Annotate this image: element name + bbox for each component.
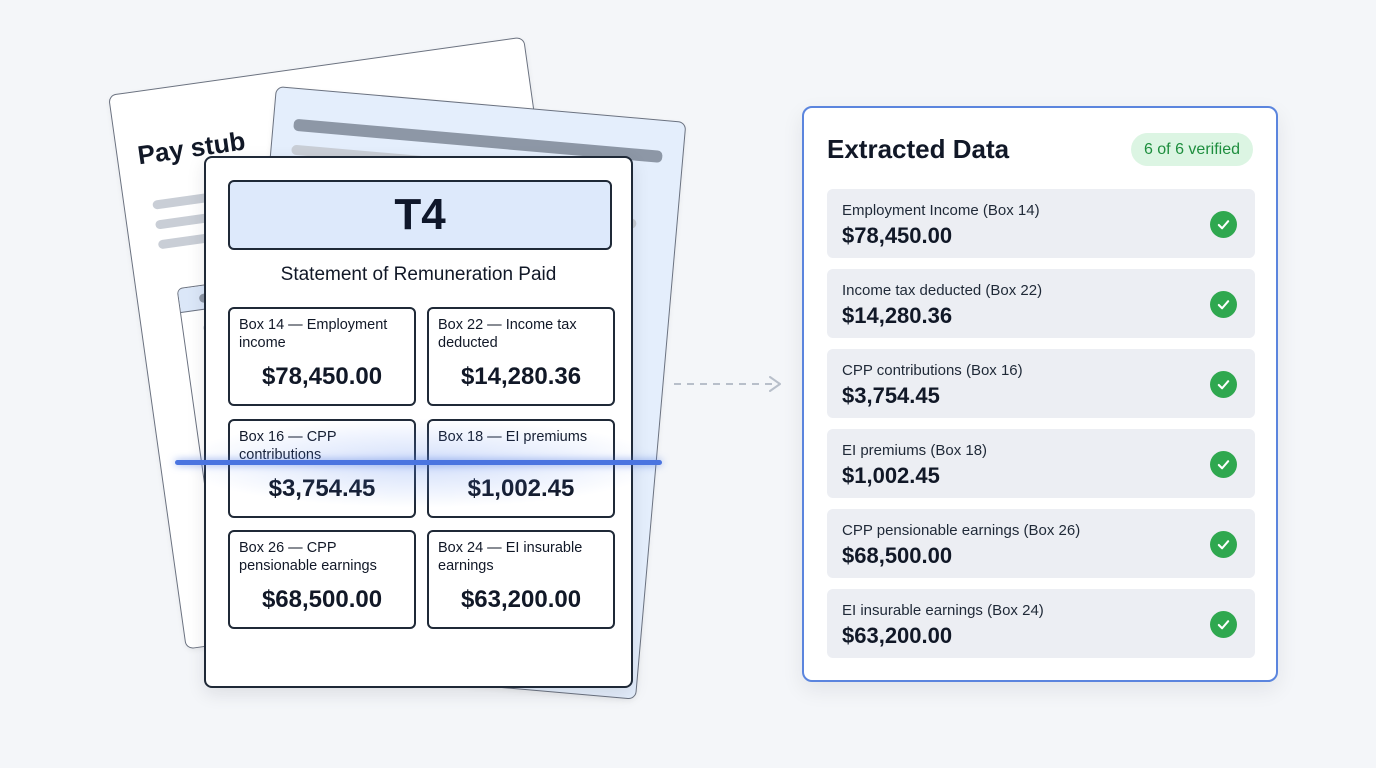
- row-label: Employment Income (Box 14): [842, 202, 1040, 219]
- t4-box-label: Box 14 — Employment income: [239, 317, 388, 351]
- check-circle-icon: [1210, 451, 1237, 478]
- extracted-row[interactable]: Income tax deducted (Box 22) $14,280.36: [827, 269, 1255, 338]
- t4-box-label: Box 22 — Income tax deducted: [438, 317, 577, 351]
- row-label: Income tax deducted (Box 22): [842, 282, 1043, 299]
- t4-box-label: Box 24 — EI insurable earnings: [438, 540, 583, 574]
- t4-subtitle: Statement of Remuneration Paid: [280, 264, 557, 285]
- check-circle-icon: [1210, 291, 1237, 318]
- row-label: EI insurable earnings (Box 24): [842, 602, 1044, 619]
- t4-box-14: Box 14 — Employment income $78,450.00: [228, 307, 416, 406]
- t4-title: T4: [228, 180, 612, 250]
- t4-box-value: $63,200.00: [460, 586, 582, 613]
- check-circle-icon: [1210, 611, 1237, 638]
- panel-title: Extracted Data: [827, 134, 1010, 164]
- t4-document: T4 Statement of Remuneration Paid Box 14…: [204, 156, 633, 688]
- t4-box-label: Box 26 — CPP pensionable earnings: [239, 540, 377, 574]
- scan-line: [175, 460, 662, 465]
- t4-box-16: Box 16 — CPP contributions $3,754.45: [228, 419, 416, 518]
- row-label: EI premiums (Box 18): [842, 442, 988, 459]
- row-label: CPP contributions (Box 16): [842, 362, 1023, 379]
- t4-box-label: Box 18 — EI premiums: [438, 429, 588, 445]
- extracted-row[interactable]: Employment Income (Box 14) $78,450.00: [827, 189, 1255, 258]
- t4-box-value: $1,002.45: [467, 475, 575, 502]
- t4-box-label: Box 16 — CPP contributions: [239, 429, 337, 463]
- extracted-row[interactable]: EI insurable earnings (Box 24) $63,200.0…: [827, 589, 1255, 658]
- t4-box-18: Box 18 — EI premiums $1,002.45: [427, 419, 615, 518]
- t4-box-value: $14,280.36: [460, 363, 582, 390]
- row-value: $3,754.45: [842, 383, 940, 408]
- check-circle-icon: [1210, 531, 1237, 558]
- check-circle-icon: [1210, 371, 1237, 398]
- row-value: $78,450.00: [842, 223, 953, 248]
- t4-box-22: Box 22 — Income tax deducted $14,280.36: [427, 307, 615, 406]
- t4-box-24: Box 24 — EI insurable earnings $63,200.0…: [427, 530, 615, 629]
- verified-badge: 6 of 6 verified: [1130, 133, 1253, 166]
- dashed-arrow-right-icon: [674, 376, 781, 392]
- extracted-data-panel: Extracted Data 6 of 6 verified Employmen…: [802, 106, 1278, 682]
- extracted-row[interactable]: EI premiums (Box 18) $1,002.45: [827, 429, 1255, 498]
- row-value: $14,280.36: [842, 303, 953, 328]
- t4-box-value: $78,450.00: [261, 363, 383, 390]
- t4-box-value: $68,500.00: [261, 586, 383, 613]
- row-value: $63,200.00: [842, 623, 953, 648]
- row-value: $68,500.00: [842, 543, 953, 568]
- extracted-row[interactable]: CPP contributions (Box 16) $3,754.45: [827, 349, 1255, 418]
- extracted-rows: Employment Income (Box 14) $78,450.00 In…: [827, 189, 1255, 669]
- t4-box-26: Box 26 — CPP pensionable earnings $68,50…: [228, 530, 416, 629]
- check-circle-icon: [1210, 211, 1237, 238]
- row-label: CPP pensionable earnings (Box 26): [842, 522, 1081, 539]
- row-value: $1,002.45: [842, 463, 940, 488]
- t4-box-value: $3,754.45: [268, 475, 376, 502]
- extracted-row[interactable]: CPP pensionable earnings (Box 26) $68,50…: [827, 509, 1255, 578]
